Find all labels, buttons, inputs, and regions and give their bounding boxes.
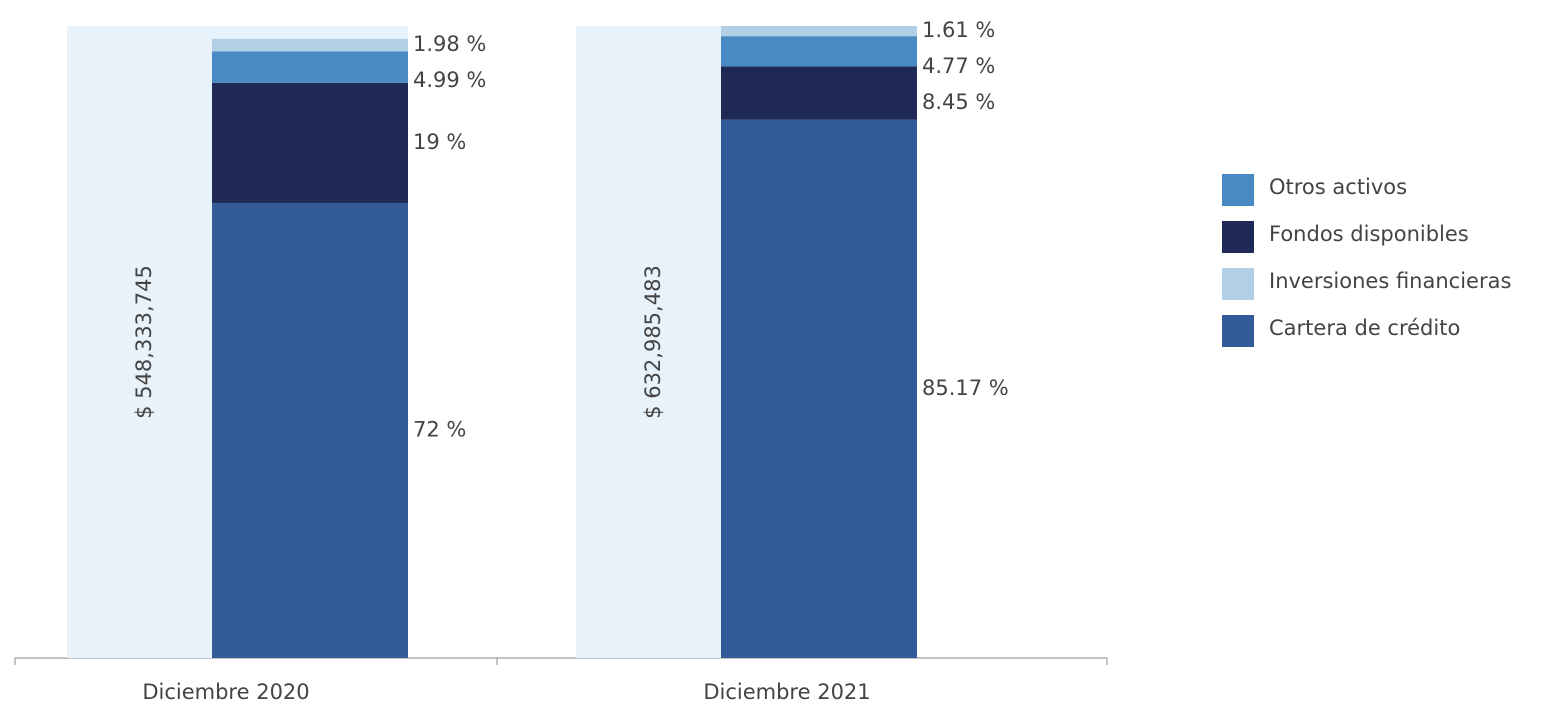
legend-swatch xyxy=(1222,174,1254,206)
data-label: 72 % xyxy=(413,417,466,441)
legend-swatch xyxy=(1222,268,1254,300)
bar-segment xyxy=(212,202,408,658)
legend-label: Fondos disponibles xyxy=(1269,222,1469,246)
total-label: $ 632,985,483 xyxy=(641,265,665,419)
data-label: 85.17 % xyxy=(922,376,1009,400)
bar-segment xyxy=(721,36,917,67)
bar-segment xyxy=(212,51,408,83)
legend-swatch xyxy=(1222,315,1254,347)
bar-segment xyxy=(212,82,408,203)
legend-label: Inversiones financieras xyxy=(1269,269,1511,293)
bar-segment xyxy=(721,66,917,120)
data-label: 4.99 % xyxy=(413,68,486,92)
data-label: 19 % xyxy=(413,130,466,154)
legend-swatch xyxy=(1222,221,1254,253)
bar-segment xyxy=(212,38,408,52)
legend-label: Cartera de crédito xyxy=(1269,316,1460,340)
data-label: 1.98 % xyxy=(413,32,486,56)
data-label: 8.45 % xyxy=(922,90,995,114)
bar-segment xyxy=(721,26,917,37)
total-label: $ 548,333,745 xyxy=(132,265,156,419)
data-label: 4.77 % xyxy=(922,54,995,78)
x-tick-label: Diciembre 2021 xyxy=(703,680,870,704)
x-tick-label: Diciembre 2020 xyxy=(142,680,309,704)
bar-segment xyxy=(721,119,917,659)
legend-label: Otros activos xyxy=(1269,175,1407,199)
data-label: 1.61 % xyxy=(922,18,995,42)
